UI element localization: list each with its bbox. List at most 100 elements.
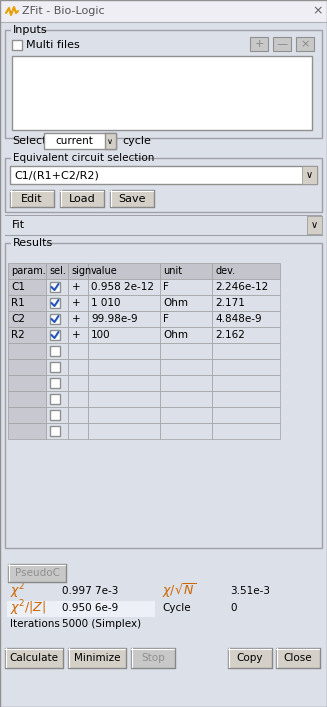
- Bar: [68, 327, 88, 343]
- Text: 2.171: 2.171: [215, 298, 245, 308]
- Bar: [46, 375, 68, 391]
- Text: cycle: cycle: [122, 136, 151, 146]
- Bar: [46, 295, 68, 311]
- Bar: [11, 242, 46, 245]
- Bar: [276, 648, 320, 668]
- Bar: [8, 327, 46, 343]
- Bar: [105, 133, 116, 149]
- Bar: [8, 343, 46, 359]
- Bar: [212, 295, 280, 311]
- Text: ∨: ∨: [305, 170, 313, 180]
- Bar: [11, 29, 42, 32]
- Bar: [12, 40, 22, 50]
- Bar: [8, 391, 46, 407]
- Text: R1: R1: [11, 298, 25, 308]
- Text: dev.: dev.: [215, 266, 235, 276]
- Bar: [50, 314, 60, 324]
- Text: ZFit - Bio-Logic: ZFit - Bio-Logic: [22, 6, 105, 16]
- Bar: [88, 311, 160, 327]
- Bar: [50, 362, 60, 372]
- Bar: [88, 359, 160, 375]
- Bar: [88, 295, 160, 311]
- Text: F: F: [163, 314, 169, 324]
- Bar: [131, 648, 175, 668]
- Text: +: +: [72, 314, 81, 324]
- Bar: [88, 423, 160, 439]
- Bar: [160, 375, 212, 391]
- Bar: [302, 166, 317, 184]
- Text: sign: sign: [71, 266, 91, 276]
- Text: 0.958 2e-12: 0.958 2e-12: [91, 282, 154, 292]
- Text: +: +: [72, 282, 81, 292]
- Bar: [160, 423, 212, 439]
- Bar: [46, 263, 68, 279]
- Bar: [212, 391, 280, 407]
- Text: Copy: Copy: [237, 653, 263, 663]
- Bar: [250, 37, 268, 51]
- Text: 3.51e-3: 3.51e-3: [230, 586, 270, 596]
- Text: ×: ×: [313, 4, 323, 18]
- Bar: [160, 407, 212, 423]
- Bar: [8, 263, 46, 279]
- Bar: [50, 378, 60, 388]
- Bar: [68, 648, 126, 668]
- Bar: [0, 0, 327, 22]
- Text: +: +: [72, 330, 81, 340]
- Bar: [68, 263, 88, 279]
- Bar: [88, 375, 160, 391]
- Bar: [10, 166, 317, 184]
- Bar: [307, 216, 322, 234]
- Bar: [46, 407, 68, 423]
- Text: 2.162: 2.162: [215, 330, 245, 340]
- Bar: [88, 343, 160, 359]
- Bar: [296, 37, 314, 51]
- Text: value: value: [91, 266, 118, 276]
- Text: +: +: [72, 298, 81, 308]
- Bar: [160, 343, 212, 359]
- Text: 2.246e-12: 2.246e-12: [215, 282, 268, 292]
- Bar: [88, 279, 160, 295]
- Bar: [160, 311, 212, 327]
- Text: Cycle: Cycle: [162, 603, 191, 613]
- Text: 0.997 7e-3: 0.997 7e-3: [62, 586, 118, 596]
- Text: $\chi^2/|Z|$: $\chi^2/|Z|$: [10, 598, 46, 618]
- Bar: [160, 391, 212, 407]
- Text: Stop: Stop: [141, 653, 165, 663]
- Bar: [212, 327, 280, 343]
- Bar: [68, 423, 88, 439]
- Bar: [50, 346, 60, 356]
- Text: current: current: [55, 136, 93, 146]
- Bar: [212, 263, 280, 279]
- Text: Results: Results: [13, 238, 53, 248]
- Text: 1 010: 1 010: [91, 298, 121, 308]
- Bar: [46, 423, 68, 439]
- Text: 0.950 6e-9: 0.950 6e-9: [62, 603, 118, 613]
- Text: Save: Save: [118, 194, 146, 204]
- Bar: [68, 343, 88, 359]
- Text: Ohm: Ohm: [163, 330, 188, 340]
- Bar: [212, 279, 280, 295]
- Text: Select: Select: [12, 136, 46, 146]
- Bar: [8, 564, 66, 582]
- Text: Edit: Edit: [21, 194, 43, 204]
- Bar: [46, 391, 68, 407]
- Bar: [50, 394, 60, 404]
- Bar: [160, 263, 212, 279]
- Bar: [8, 375, 46, 391]
- Bar: [12, 56, 312, 130]
- Text: ∨: ∨: [310, 220, 318, 230]
- Bar: [50, 410, 60, 420]
- Bar: [212, 375, 280, 391]
- Bar: [7, 601, 155, 617]
- Bar: [44, 133, 116, 149]
- Bar: [160, 327, 212, 343]
- Bar: [8, 279, 46, 295]
- Text: Iterations: Iterations: [10, 619, 60, 629]
- Text: Inputs: Inputs: [13, 25, 48, 35]
- Bar: [46, 311, 68, 327]
- Bar: [160, 359, 212, 375]
- Bar: [8, 423, 46, 439]
- Bar: [50, 330, 60, 340]
- Text: 5000 (Simplex): 5000 (Simplex): [62, 619, 141, 629]
- Text: 99.98e-9: 99.98e-9: [91, 314, 138, 324]
